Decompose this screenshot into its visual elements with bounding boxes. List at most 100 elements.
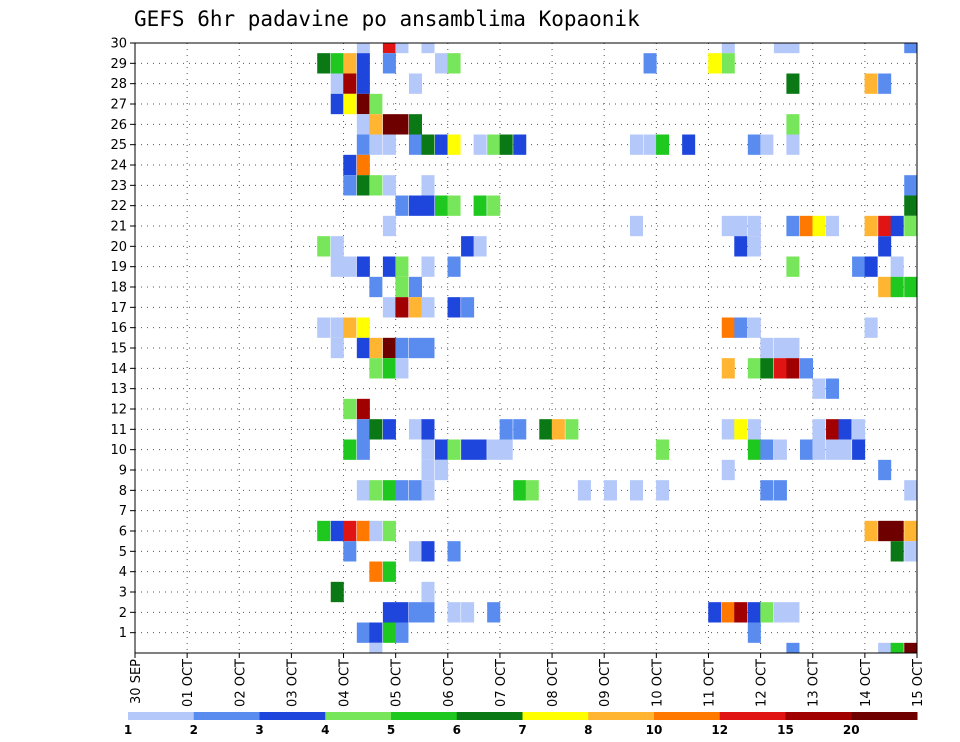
y-tick-label: 18 <box>110 281 127 296</box>
heatmap-cell <box>734 215 748 237</box>
heatmap-cell <box>799 358 813 379</box>
colorbar-segment <box>325 712 392 720</box>
y-tick-label: 8 <box>119 484 127 499</box>
y-tick-label: 13 <box>110 382 127 397</box>
heatmap-cell <box>408 114 422 135</box>
heatmap-cell <box>760 134 774 155</box>
heatmap-cell <box>747 439 761 460</box>
heatmap-cell <box>890 520 904 542</box>
heatmap-cell <box>356 114 370 135</box>
heatmap-cell <box>864 215 878 237</box>
heatmap-cell <box>656 480 670 501</box>
heatmap-cell <box>435 53 449 74</box>
heatmap-cell <box>369 337 383 359</box>
heatmap-cell <box>773 43 787 54</box>
heatmap-cell <box>812 439 826 460</box>
x-tick-label: 07 OCT <box>494 659 509 707</box>
x-tick-label: 05 OCT <box>390 659 405 707</box>
heatmap-cell <box>382 43 396 54</box>
x-tick-label: 12 OCT <box>755 659 770 707</box>
heatmap-cell <box>447 256 461 277</box>
heatmap-cell <box>904 541 917 562</box>
heatmap-cell <box>330 236 344 257</box>
heatmap-cell <box>369 642 383 653</box>
heatmap-cell <box>656 439 670 460</box>
heatmap-cell <box>773 439 787 460</box>
x-tick-label: 04 OCT <box>338 659 353 707</box>
y-tick-label: 14 <box>110 362 127 377</box>
heatmap-cell <box>317 236 331 257</box>
heatmap-cell <box>447 439 461 460</box>
heatmap-cell <box>760 480 774 501</box>
heatmap-cell <box>499 134 513 155</box>
heatmap-cell <box>461 236 475 257</box>
heatmap-cell <box>513 480 527 501</box>
heatmap-cell <box>343 398 357 420</box>
heatmap-cell <box>747 317 761 338</box>
heatmap-cell <box>382 480 396 501</box>
heatmap-cell <box>317 520 331 542</box>
heatmap-cell <box>473 236 487 257</box>
heatmap-cell <box>395 602 409 623</box>
heatmap-cell <box>487 602 501 623</box>
y-tick-label: 29 <box>110 57 127 72</box>
heatmap-cell <box>343 439 357 460</box>
heatmap-cell <box>904 520 917 542</box>
heatmap-cell <box>408 541 422 562</box>
heatmap-cell <box>786 114 800 135</box>
heatmap-cell <box>904 43 917 54</box>
heatmap-cell <box>721 317 735 338</box>
heatmap-cell <box>577 480 591 501</box>
y-tick-label: 3 <box>119 586 127 601</box>
heatmap-cell <box>643 53 657 74</box>
colorbar-segment <box>128 712 195 720</box>
heatmap-cell <box>343 53 357 74</box>
colorbar-segment <box>391 712 458 720</box>
colorbar-label: 5 <box>387 723 395 737</box>
colorbar-label: 10 <box>646 723 663 737</box>
y-tick-label: 20 <box>110 240 127 255</box>
heatmap-cell <box>395 622 409 643</box>
colorbar: 1 2 3 4 5 6 7 8 10 12 15 20 <box>124 712 918 737</box>
heatmap-cell <box>852 439 866 460</box>
heatmap-cell <box>395 256 409 277</box>
heatmap-cells <box>317 43 917 653</box>
heatmap-cell <box>721 419 735 440</box>
heatmap-cell <box>734 602 748 623</box>
heatmap-cell <box>421 43 435 54</box>
colorbar-segment <box>851 712 918 720</box>
heatmap-cell <box>760 358 774 379</box>
heatmap-cell <box>395 337 409 359</box>
heatmap-cell <box>343 73 357 94</box>
heatmap-cell <box>395 43 409 54</box>
y-tick-label: 2 <box>119 606 127 621</box>
heatmap-cell <box>330 53 344 74</box>
heatmap-cell <box>721 358 735 379</box>
heatmap-cell <box>487 134 501 155</box>
colorbar-label: 2 <box>190 723 198 737</box>
heatmap-cell <box>382 53 396 74</box>
heatmap-cell <box>513 134 527 155</box>
heatmap-cell <box>499 439 513 460</box>
heatmap-cell <box>356 520 370 542</box>
heatmap-cell <box>356 439 370 460</box>
heatmap-cell <box>435 439 449 460</box>
heatmap-cell <box>408 480 422 501</box>
y-tick-label: 21 <box>110 220 127 235</box>
heatmap-cell <box>356 622 370 643</box>
heatmap-cell <box>786 358 800 379</box>
x-tick-label: 02 OCT <box>233 659 248 707</box>
heatmap-cell <box>382 602 396 623</box>
heatmap-cell <box>826 419 840 440</box>
heatmap-cell <box>356 43 370 54</box>
heatmap-cell <box>408 297 422 318</box>
heatmap-cell <box>356 480 370 501</box>
heatmap-cell <box>421 297 435 318</box>
heatmap-cell <box>382 622 396 643</box>
heatmap-cell <box>382 215 396 237</box>
heatmap-cell <box>487 439 501 460</box>
heatmap-cell <box>487 195 501 216</box>
heatmap-cell <box>878 642 892 653</box>
colorbar-segment <box>193 712 260 720</box>
